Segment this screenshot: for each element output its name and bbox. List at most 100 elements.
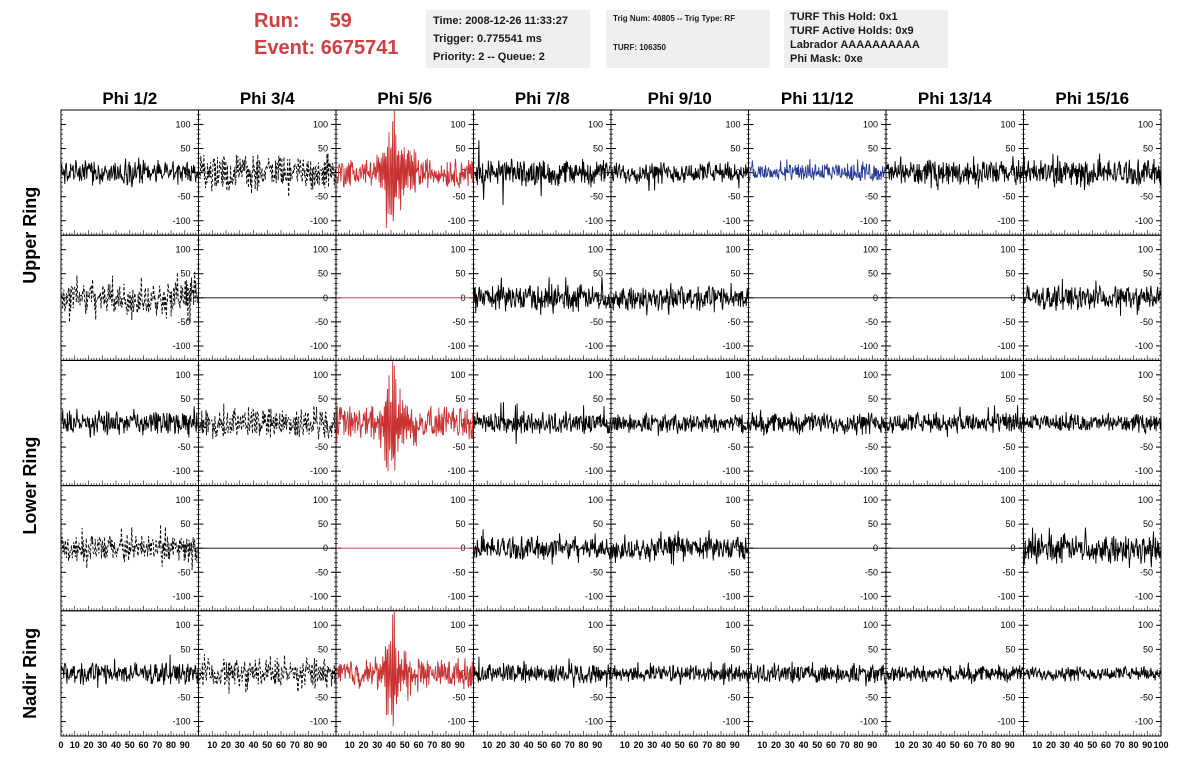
x-tick-label: 20: [358, 740, 368, 750]
y-tick-label: 100: [175, 620, 190, 630]
y-tick-label: 50: [455, 519, 465, 529]
x-tick-label: 60: [413, 740, 423, 750]
column-header-phi: Phi 9/10: [648, 89, 712, 108]
y-tick-label: -100: [860, 591, 878, 601]
y-tick-label: -50: [177, 692, 190, 702]
y-tick-label: -50: [177, 442, 190, 452]
y-tick-label: -50: [865, 567, 878, 577]
y-tick-label: 50: [318, 269, 328, 279]
y-tick-label: -50: [1002, 192, 1015, 202]
y-tick-label: 100: [1000, 620, 1015, 630]
y-tick-label: -50: [1140, 442, 1153, 452]
y-tick-label: 50: [868, 269, 878, 279]
y-tick-label: 100: [863, 620, 878, 630]
waveform-trace: [611, 161, 749, 192]
waveform-trace: [473, 402, 611, 445]
x-tick-label: 10: [207, 740, 217, 750]
y-tick-label: 100: [313, 245, 328, 255]
y-tick-label: -100: [722, 591, 740, 601]
x-tick-label: 20: [908, 740, 918, 750]
waveform-trace: [886, 405, 1024, 438]
x-tick-label: 10: [70, 740, 80, 750]
column-header-phi: Phi 7/8: [515, 89, 570, 108]
x-tick-label: 90: [592, 740, 602, 750]
y-tick-label: 100: [588, 620, 603, 630]
y-tick-label: 100: [1000, 245, 1015, 255]
turf-number-text: TURF: 106350: [613, 43, 666, 52]
y-tick-label: 100: [863, 245, 878, 255]
y-tick-label: -100: [722, 341, 740, 351]
y-tick-label: 100: [450, 495, 465, 505]
x-tick-label: 40: [661, 740, 671, 750]
y-tick-label: -50: [452, 567, 465, 577]
waveform-trace: [748, 409, 886, 436]
column-header-phi: Phi 13/14: [918, 89, 992, 108]
x-tick-label: 40: [798, 740, 808, 750]
x-tick-label: 30: [922, 740, 932, 750]
waveform-trace: [1023, 411, 1161, 435]
x-tick-label: 10: [620, 740, 630, 750]
x-tick-label: 80: [991, 740, 1001, 750]
x-tick-label: 60: [551, 740, 561, 750]
y-tick-label: 50: [730, 644, 740, 654]
y-tick-label: 50: [868, 394, 878, 404]
y-tick-label: -50: [590, 317, 603, 327]
turf-active-text: TURF Active Holds: 0x9: [790, 25, 914, 37]
y-tick-label: 50: [593, 644, 603, 654]
x-tick-label: 70: [702, 740, 712, 750]
waveform-trace: [1023, 527, 1161, 569]
y-tick-label: 50: [180, 144, 190, 154]
y-tick-label: 50: [1005, 269, 1015, 279]
y-tick-label: -100: [447, 216, 465, 226]
y-tick-label: -100: [172, 717, 190, 727]
x-tick-label: 80: [853, 740, 863, 750]
y-tick-label: -50: [315, 192, 328, 202]
run-value: 59: [329, 10, 352, 32]
y-tick-label: 100: [588, 495, 603, 505]
x-tick-label: 70: [290, 740, 300, 750]
x-tick-label: 40: [523, 740, 533, 750]
y-tick-label: 100: [450, 370, 465, 380]
y-tick-label: -100: [310, 591, 328, 601]
event-line: Event: 6675741: [254, 35, 399, 62]
x-tick-label: 50: [675, 740, 685, 750]
x-tick-label: 40: [248, 740, 258, 750]
y-tick-label: 50: [455, 644, 465, 654]
y-tick-label: 50: [1143, 269, 1153, 279]
y-tick-label: 100: [863, 495, 878, 505]
x-tick-label: 70: [977, 740, 987, 750]
priority-text: Priority: 2 -- Queue: 2: [433, 51, 545, 63]
y-tick-label: 100: [313, 495, 328, 505]
waveform-trace: [61, 271, 199, 324]
y-tick-label: 50: [1005, 144, 1015, 154]
x-tick-label: 60: [1101, 740, 1111, 750]
x-tick-label: 20: [83, 740, 93, 750]
x-tick-label: 10: [1032, 740, 1042, 750]
x-tick-label: 10: [345, 740, 355, 750]
y-tick-label: 100: [175, 119, 190, 129]
y-tick-label: -50: [452, 192, 465, 202]
y-tick-label: -100: [722, 717, 740, 727]
y-tick-label: -100: [997, 341, 1015, 351]
x-tick-label: 80: [716, 740, 726, 750]
y-tick-label: 100: [1138, 495, 1153, 505]
y-tick-label: -50: [1002, 567, 1015, 577]
waveform-trace: [198, 403, 336, 440]
waveform-trace: [1023, 665, 1161, 682]
x-tick-label: 60: [138, 740, 148, 750]
waveform-trace: [611, 412, 749, 436]
waveform-trace: [473, 277, 611, 315]
trigger-text: Trigger: 0.775541 ms: [433, 33, 542, 45]
y-tick-label: -100: [447, 591, 465, 601]
y-tick-label: -50: [865, 317, 878, 327]
y-tick-label: 50: [593, 144, 603, 154]
y-tick-label: -100: [585, 717, 603, 727]
x-tick-label: 30: [235, 740, 245, 750]
x-tick-label: 40: [386, 740, 396, 750]
y-tick-label: -100: [310, 717, 328, 727]
y-tick-label: -50: [1140, 692, 1153, 702]
x-tick-label: 90: [1005, 740, 1015, 750]
x-tick-label: 70: [1115, 740, 1125, 750]
y-tick-label: -100: [722, 216, 740, 226]
